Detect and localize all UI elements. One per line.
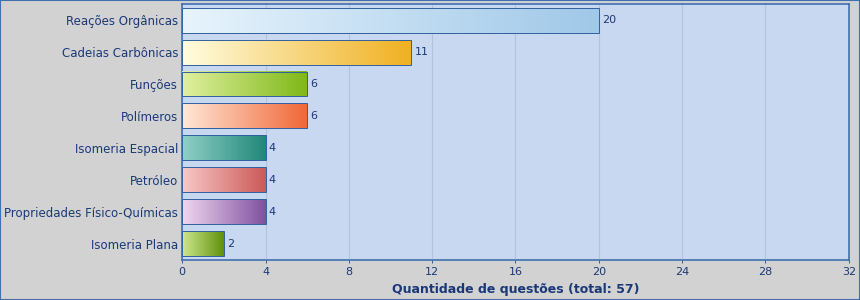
Bar bbox=[182, 8, 599, 33]
Bar bbox=[182, 199, 266, 224]
Bar bbox=[182, 103, 307, 128]
Bar bbox=[182, 231, 224, 256]
Text: 4: 4 bbox=[268, 207, 276, 217]
Bar bbox=[182, 167, 266, 192]
Text: 6: 6 bbox=[310, 111, 317, 121]
Text: 4: 4 bbox=[268, 175, 276, 185]
Bar bbox=[182, 71, 307, 97]
Text: 6: 6 bbox=[310, 79, 317, 89]
Text: 4: 4 bbox=[268, 143, 276, 153]
Text: 11: 11 bbox=[415, 47, 428, 57]
Bar bbox=[182, 135, 266, 160]
X-axis label: Quantidade de questões (total: 57): Quantidade de questões (total: 57) bbox=[392, 283, 639, 296]
Text: 2: 2 bbox=[227, 239, 234, 249]
Bar bbox=[182, 40, 411, 64]
Text: 20: 20 bbox=[602, 15, 616, 25]
